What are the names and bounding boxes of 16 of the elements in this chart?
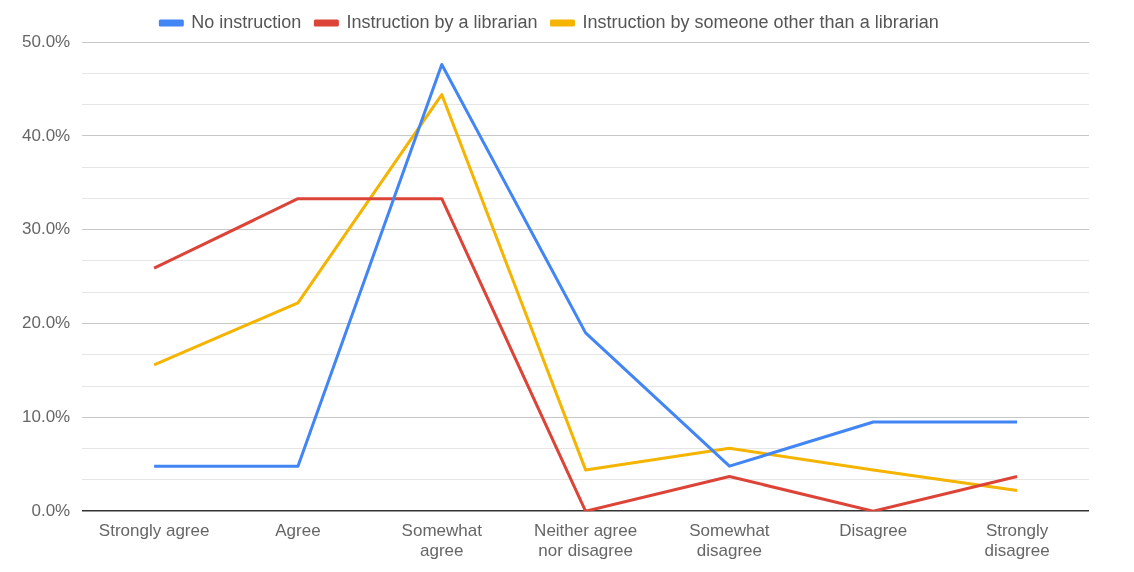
- legend-label: No instruction: [191, 11, 302, 32]
- y-tick-label: 30.0%: [22, 219, 71, 239]
- x-tick-label: Strongly disagree: [984, 521, 1050, 561]
- legend-label: Instruction by a librarian: [346, 11, 538, 32]
- y-tick-label: 40.0%: [22, 125, 71, 145]
- y-tick-label: 0.0%: [31, 500, 71, 520]
- x-tick-label: Somewhat disagree: [689, 521, 770, 561]
- x-tick-label: Strongly agree: [98, 521, 210, 541]
- x-tick-label: Agree: [275, 521, 321, 541]
- y-tick-label: 50.0%: [22, 31, 71, 51]
- x-tick-label: Neither agree nor disagree: [534, 521, 638, 561]
- x-tick-label: Disagree: [839, 521, 908, 541]
- y-tick-label: 10.0%: [22, 407, 71, 427]
- y-tick-label: 20.0%: [22, 313, 71, 333]
- x-tick-label: Somewhat agree: [401, 521, 483, 561]
- legend-label: Instruction by someone other than a librarian: [582, 11, 939, 32]
